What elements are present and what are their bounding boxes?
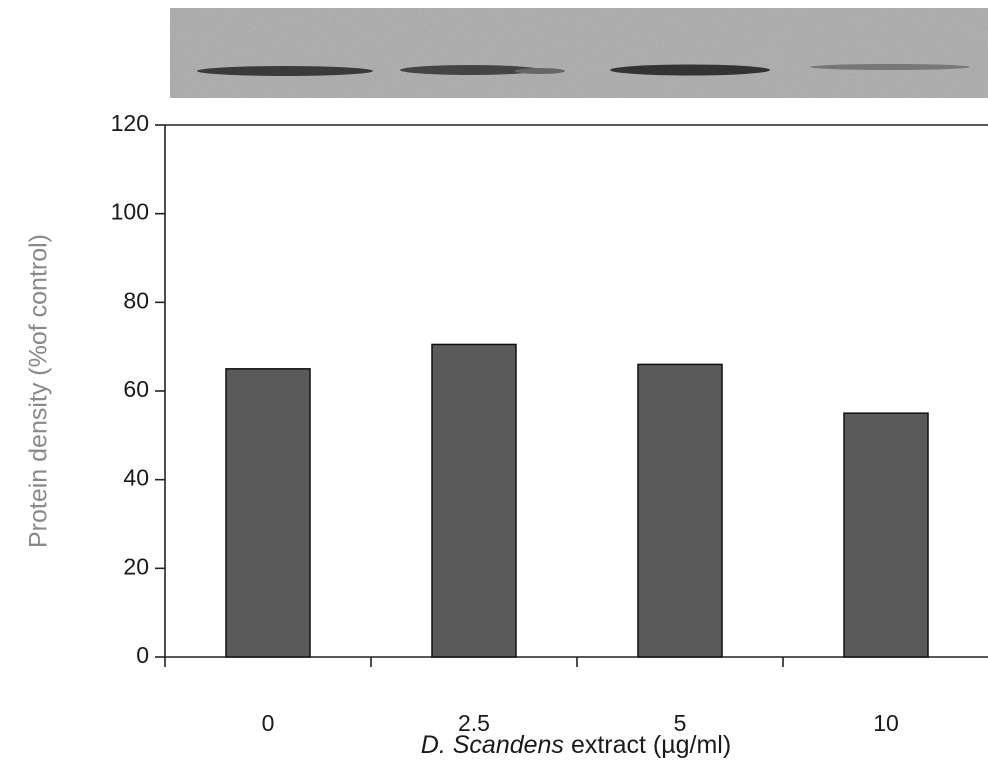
bar <box>225 368 311 658</box>
bar <box>843 412 929 658</box>
y-tick-label: 120 <box>111 110 149 136</box>
y-tick-label: 80 <box>123 287 149 313</box>
x-tick-label: 5 <box>674 710 687 736</box>
x-tick-label: 0 <box>262 710 275 736</box>
y-tick-label: 100 <box>111 199 149 225</box>
bar <box>637 363 723 658</box>
western-blot <box>170 8 988 98</box>
x-tick-label: 2.5 <box>458 710 490 736</box>
x-axis-label-italic: D. Scandens <box>421 731 564 759</box>
y-axis-label: Protein density (%of control) <box>25 234 53 548</box>
y-tick-label: 40 <box>123 465 149 491</box>
x-tick-label: 10 <box>873 710 899 736</box>
x-axis-label-rest: extract (µg/ml) <box>571 731 731 759</box>
y-tick-label: 60 <box>123 376 149 402</box>
bar <box>431 343 517 658</box>
y-tick-label: 0 <box>136 642 149 668</box>
y-tick-label: 20 <box>123 553 149 579</box>
x-axis-label: D. Scandens extract (µg/ml) <box>421 731 731 759</box>
